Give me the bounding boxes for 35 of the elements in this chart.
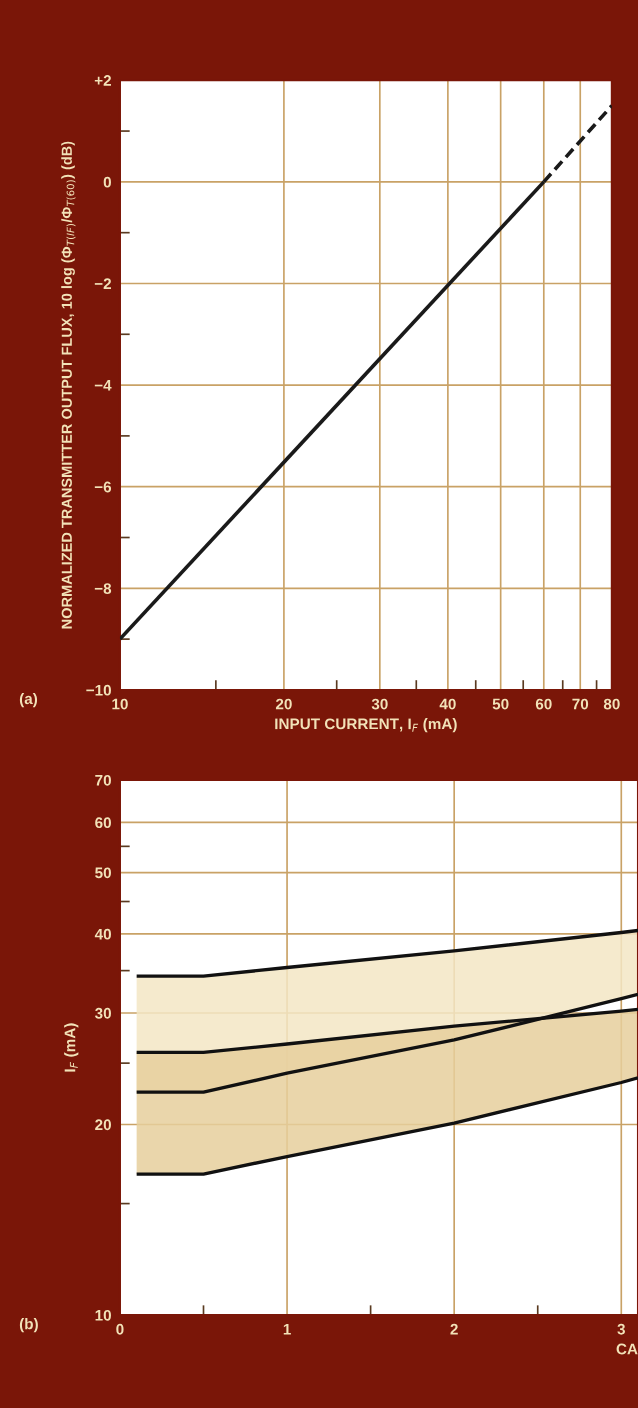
y-tick-label: 60 xyxy=(95,817,111,829)
x-tick-label: 20 xyxy=(275,698,292,710)
x-tick-label: 0 xyxy=(116,1323,124,1335)
y-tick-label: 10 xyxy=(95,1309,111,1321)
y-tick-label: −8 xyxy=(94,583,112,594)
x-axis-title: CA xyxy=(616,1343,638,1355)
y-tick-label: 40 xyxy=(94,928,111,940)
x-tick-label: 50 xyxy=(492,698,509,710)
text: (a) xyxy=(19,692,38,708)
x-tick-label: 10 xyxy=(112,698,128,710)
y-tick-label: 0 xyxy=(103,176,111,188)
y-tick-label: −6 xyxy=(94,481,112,493)
x-axis-title: INPUT CURRENT, I$_{F}$ (mA) xyxy=(275,718,457,733)
line-series xyxy=(134,928,638,978)
y-tick-label: −4 xyxy=(94,380,112,391)
x-tick-label: 70 xyxy=(572,698,589,710)
x-tick-label: 40 xyxy=(439,698,456,710)
y-tick-label: 30 xyxy=(94,1007,111,1019)
y-tick-label: −2 xyxy=(94,278,111,290)
y-tick-label: +2 xyxy=(94,75,111,86)
x-tick-label: 30 xyxy=(371,698,388,710)
y-axis-title: NORMALIZED TRANSMITTER OUTPUT FLUX, 10 log (Φ$_{T(IF)}$/Φ$_{T(60)}$) (dB) xyxy=(61,141,76,629)
y-tick-label: 50 xyxy=(95,867,111,879)
line-series xyxy=(134,992,638,1094)
x-tick-label: 2 xyxy=(450,1323,458,1335)
x-tick-label: 60 xyxy=(535,698,552,710)
y-tick-label: 20 xyxy=(95,1119,111,1131)
line-series xyxy=(134,1076,638,1176)
y-axis-title: I$_{F}$ (mA) xyxy=(64,1023,79,1072)
x-tick-label: 3 xyxy=(617,1323,625,1335)
x-tick-label: 1 xyxy=(283,1323,291,1335)
text: (b) xyxy=(19,1318,38,1333)
x-tick-label: 80 xyxy=(603,698,620,710)
y-tick-label: −10 xyxy=(86,684,111,696)
y-tick-label: 70 xyxy=(95,774,111,786)
